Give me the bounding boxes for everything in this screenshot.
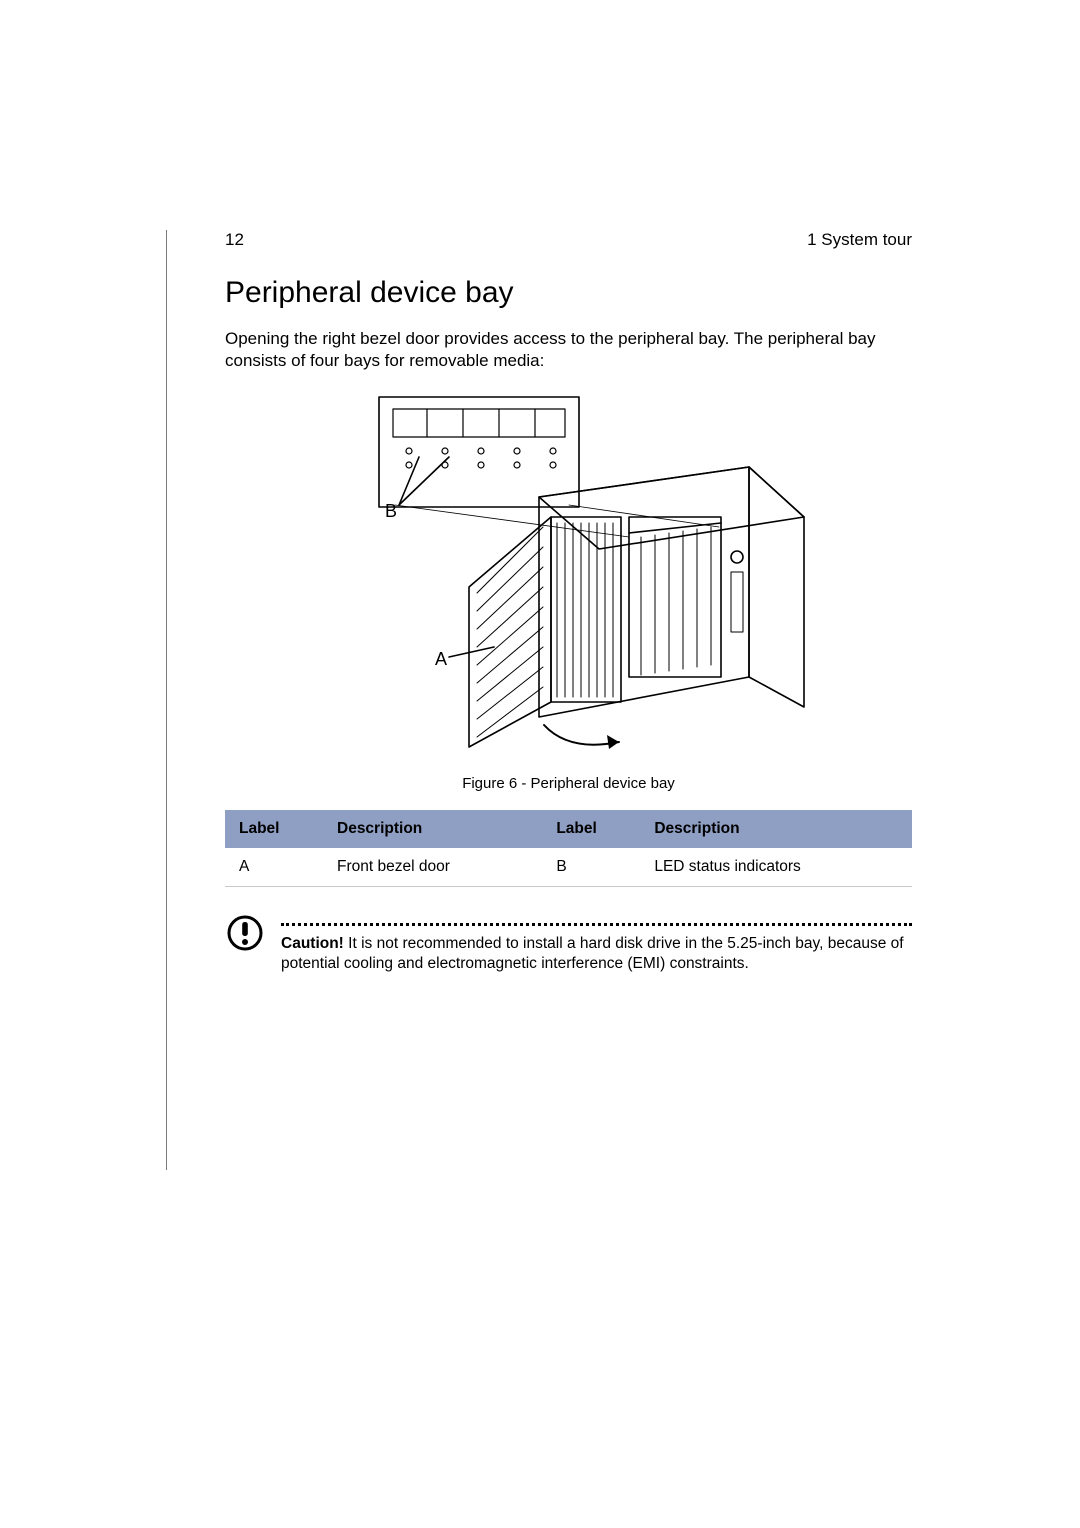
figure-caption: Figure 6 - Peripheral device bay — [309, 775, 829, 792]
running-header: 12 1 System tour — [225, 230, 912, 250]
legend-th-desc-2: Description — [640, 810, 912, 848]
legend-th-label-1: Label — [225, 810, 323, 848]
document-page: 12 1 System tour Peripheral device bay O… — [0, 0, 1080, 1528]
legend-cell-b-desc: LED status indicators — [640, 848, 912, 887]
caution-icon — [225, 913, 265, 953]
caution-text-column: Caution! It is not recommended to instal… — [281, 913, 912, 975]
figure: B A Figure 6 - Peripheral device bay — [309, 387, 829, 792]
legend-cell-b-label: B — [542, 848, 640, 887]
legend-table: Label Description Label Description A Fr… — [225, 810, 912, 887]
legend-cell-a-label: A — [225, 848, 323, 887]
legend-th-desc-1: Description — [323, 810, 542, 848]
section-heading: Peripheral device bay — [225, 276, 912, 310]
intro-paragraph: Opening the right bezel door provides ac… — [225, 328, 912, 373]
figure-callout-a: A — [435, 649, 447, 669]
peripheral-bay-illustration: B A — [319, 387, 819, 767]
figure-callout-b: B — [385, 501, 397, 521]
caution-body: It is not recommended to install a hard … — [281, 935, 904, 972]
chapter-title: 1 System tour — [807, 230, 912, 250]
caution-dotted-rule — [281, 923, 912, 926]
left-vertical-rule — [166, 230, 167, 1170]
page-number: 12 — [225, 230, 244, 250]
legend-table-head: Label Description Label Description — [225, 810, 912, 848]
caution-block: Caution! It is not recommended to instal… — [225, 913, 912, 975]
legend-th-label-2: Label — [542, 810, 640, 848]
legend-cell-a-desc: Front bezel door — [323, 848, 542, 887]
table-row: A Front bezel door B LED status indicato… — [225, 848, 912, 887]
caution-label: Caution! — [281, 935, 344, 952]
caution-icon-column — [225, 913, 281, 958]
caution-text: Caution! It is not recommended to instal… — [281, 934, 912, 975]
